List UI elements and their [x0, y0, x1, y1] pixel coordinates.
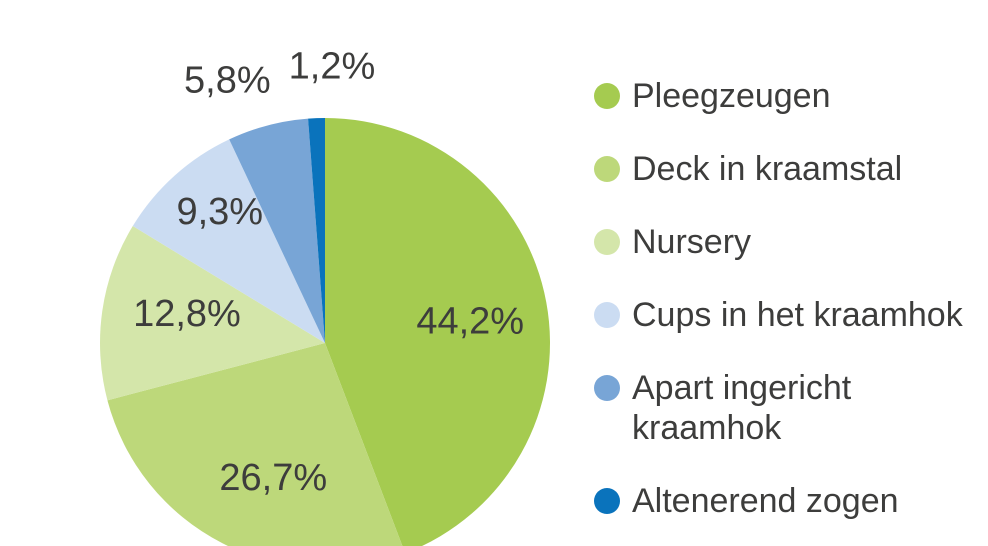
legend-item-1: Deck in kraamstal [594, 149, 982, 189]
pie-slice-1 [107, 343, 403, 546]
pie-slice-3 [132, 139, 325, 343]
legend-swatch-icon [594, 375, 620, 401]
legend-item-3: Cups in het kraamhok [594, 295, 982, 335]
legend-swatch-icon [594, 229, 620, 255]
legend-item-5: Altenerend zogen [594, 481, 982, 521]
pie-value-label-1: 26,7% [219, 457, 327, 499]
pie-slice-2 [100, 226, 325, 401]
pie-slice-5 [308, 118, 325, 343]
pie-slice-4 [229, 118, 325, 343]
legend-label: Altenerend zogen [632, 482, 899, 520]
legend-swatch-icon [594, 302, 620, 328]
legend-item-4: Apart ingericht kraamhok [594, 368, 982, 448]
legend-swatch-icon [594, 156, 620, 182]
legend-swatch-icon [594, 83, 620, 109]
legend-item-0: Pleegzeugen [594, 76, 982, 116]
legend-label: Apart ingericht kraamhok [632, 369, 852, 447]
pie-value-label-3: 9,3% [176, 191, 263, 233]
legend-label: Pleegzeugen [632, 77, 831, 115]
legend: Pleegzeugen Deck in kraamstal Nursery Cups … [594, 76, 982, 521]
legend-label: Deck in kraamstal [632, 150, 903, 188]
pie-value-label-0: 44,2% [416, 301, 524, 343]
pie-value-label-4: 5,8% [184, 59, 271, 101]
pie-slice-0 [325, 118, 550, 546]
pie-value-label-2: 12,8% [133, 293, 241, 335]
legend-item-2: Nursery [594, 222, 982, 262]
legend-label: Nursery [632, 223, 752, 261]
legend-label: Cups in het kraamhok [632, 296, 963, 334]
pie-value-label-5: 1,2% [289, 46, 376, 88]
legend-swatch-icon [594, 488, 620, 514]
